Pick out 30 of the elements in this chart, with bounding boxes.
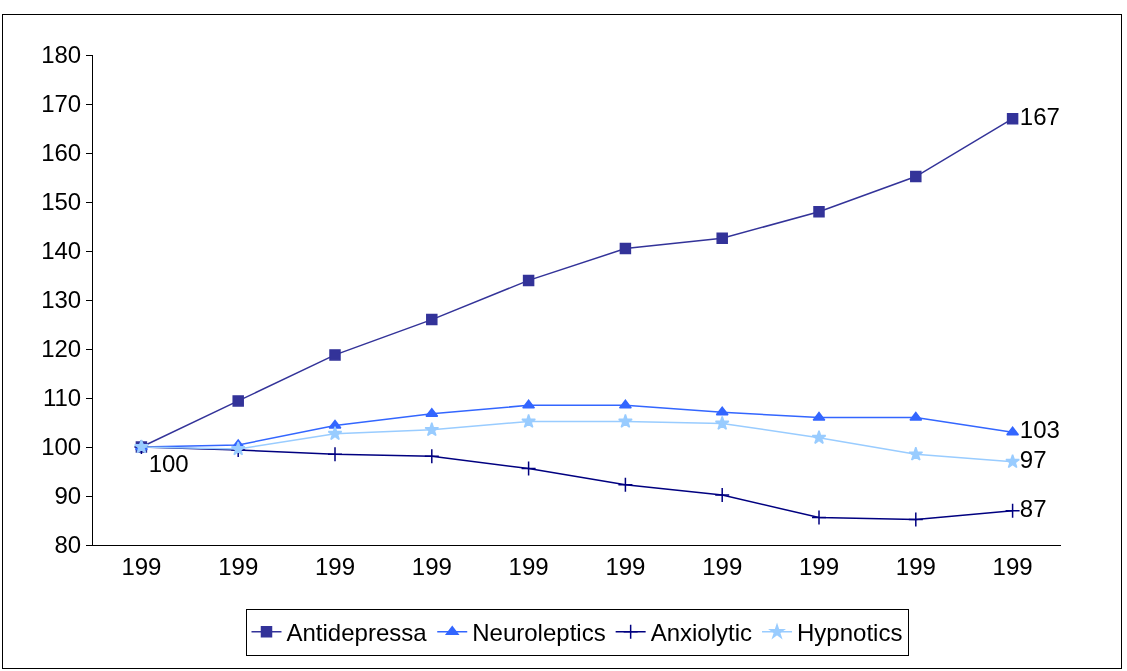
x-tick-label: 199 xyxy=(314,552,356,580)
data-label: 103 xyxy=(1019,416,1060,444)
data-label: 97 xyxy=(1019,445,1047,473)
y-tick-label: 120 xyxy=(41,335,82,363)
y-tick-label: 150 xyxy=(41,188,82,216)
x-tick-label: 199 xyxy=(702,552,743,580)
y-tick-label: 130 xyxy=(41,286,82,314)
legend-label: Anxiolytic xyxy=(650,619,753,647)
x-tick-label: 199 xyxy=(605,552,646,580)
x-tick-label: 199 xyxy=(798,552,840,580)
x-tick-label: 199 xyxy=(218,552,259,580)
y-tick-label: 180 xyxy=(41,41,82,69)
legend-label: Neuroleptics xyxy=(472,619,606,647)
y-tick-label: 140 xyxy=(41,237,82,265)
x-tick-label: 199 xyxy=(411,552,452,580)
y-tick-label: 90 xyxy=(54,482,82,510)
data-label: 87 xyxy=(1019,494,1047,522)
legend-label: Antidepressa xyxy=(286,619,428,647)
x-tick-label: 199 xyxy=(895,552,936,580)
legend-label: Hypnotics xyxy=(797,619,903,647)
y-tick-label: 80 xyxy=(54,531,82,559)
y-tick-label: 110 xyxy=(42,384,82,412)
x-tick-label: 199 xyxy=(508,552,549,580)
x-tick-label: 199 xyxy=(992,552,1033,580)
data-label: 100 xyxy=(148,450,189,478)
data-label: 167 xyxy=(1019,102,1060,130)
y-tick-label: 160 xyxy=(41,139,82,167)
y-tick-label: 100 xyxy=(41,433,82,461)
y-tick-label: 170 xyxy=(41,90,82,118)
x-tick-label: 199 xyxy=(121,552,162,580)
